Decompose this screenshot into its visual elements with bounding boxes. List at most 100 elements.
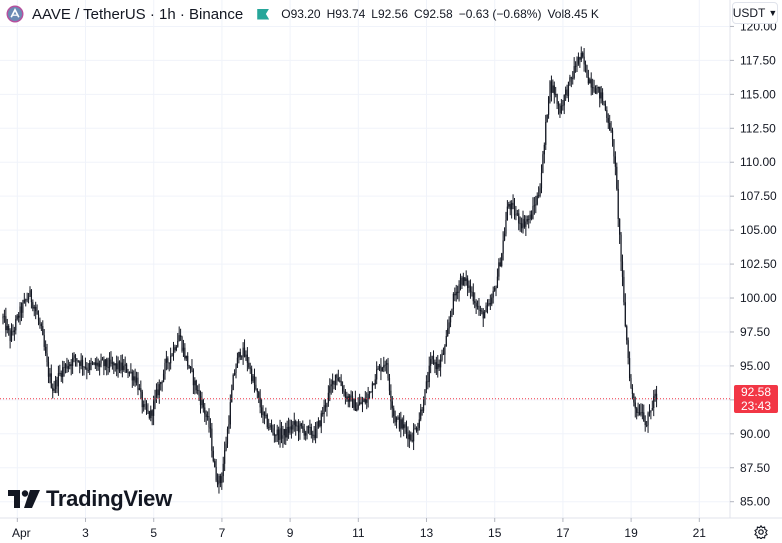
candle-body (2, 316, 4, 319)
candle-body (468, 285, 470, 288)
y-tick-label: 95.00 (740, 359, 770, 373)
candle-body (451, 308, 453, 316)
candle-body (494, 288, 496, 291)
candle-body (16, 315, 18, 320)
candle-body (106, 359, 108, 367)
currency-label: USDT (732, 6, 766, 20)
x-tick-label: 11 (352, 526, 365, 540)
candle-body (395, 418, 398, 423)
price-axis[interactable]: 85.0087.5090.0092.5095.0097.50100.00102.… (730, 19, 777, 509)
flag-icon[interactable] (257, 8, 270, 20)
candle-body (458, 284, 460, 293)
candle-body (211, 428, 213, 451)
candle-body (93, 362, 95, 364)
candle-body (10, 331, 13, 341)
candle-body (188, 365, 190, 369)
candle-body (96, 362, 98, 366)
candle-body (528, 219, 530, 220)
candle-body (378, 365, 381, 369)
candle-body (266, 414, 268, 428)
candle-body (72, 357, 74, 367)
candle-body (448, 322, 450, 329)
candle-body (651, 408, 653, 411)
candle-body (609, 122, 611, 131)
candle-body (248, 362, 250, 368)
candle-body (359, 402, 361, 405)
candle-body (621, 261, 624, 277)
x-tick-label: 5 (150, 526, 157, 540)
candle-body (583, 56, 585, 65)
candle-body (195, 380, 197, 391)
candle-body (167, 358, 169, 363)
candle-body (343, 391, 345, 393)
candle-body (184, 347, 186, 359)
candle-body (430, 359, 432, 366)
candle-body (518, 213, 520, 224)
candle-body (566, 89, 568, 96)
candle-body (73, 355, 75, 358)
chart-settings-button[interactable] (750, 522, 772, 542)
y-tick-label: 100.00 (740, 291, 777, 305)
candle-body (296, 425, 298, 427)
candle-body (592, 87, 594, 89)
candle-body (418, 419, 420, 428)
candle-body (339, 380, 341, 382)
candle-body (386, 363, 388, 365)
candle-body (147, 410, 149, 412)
candle-body (579, 57, 581, 60)
candle-body (584, 64, 587, 66)
candle-body (309, 426, 311, 428)
candle-body (121, 362, 123, 370)
candle-body (69, 364, 71, 367)
candle-body (354, 399, 356, 411)
candle-body (415, 428, 418, 432)
candle-body (384, 364, 386, 366)
candle-body (8, 325, 10, 331)
candle-body (474, 301, 476, 303)
candle-body (332, 380, 334, 385)
candle-body (165, 358, 167, 363)
candle-body (523, 218, 526, 227)
candle-body (194, 380, 196, 386)
candle-body (218, 475, 220, 485)
y-tick-label: 117.50 (740, 53, 776, 67)
candle-body (206, 416, 209, 418)
ohlc-key-low: L (371, 7, 378, 21)
candle-body (9, 330, 11, 341)
symbol-title[interactable]: AAVE / TetherUS · 1h · Binance (32, 5, 244, 23)
candle-body (60, 372, 62, 377)
candle-body (556, 94, 558, 104)
candle-body (22, 302, 24, 313)
candle-body (567, 81, 570, 96)
candle-body (486, 305, 489, 307)
currency-selector[interactable]: USDT ▼ (732, 2, 778, 24)
candle-body (577, 57, 580, 64)
candle-body (292, 424, 294, 430)
ohlc-value-high: 93.74 (335, 7, 366, 21)
watermark-text: TradingView (46, 486, 172, 511)
candle-body (268, 427, 270, 429)
candle-body (636, 408, 638, 413)
candle-body (285, 429, 287, 438)
candle-body (606, 109, 608, 118)
candle-body (124, 364, 126, 366)
candle-body (111, 362, 114, 364)
candle-body (616, 166, 618, 189)
candle-body (633, 393, 635, 403)
candle-body (243, 347, 246, 357)
candle-body (273, 433, 275, 436)
candle-body (623, 276, 625, 303)
candle-body (374, 379, 376, 385)
candle-body (499, 262, 501, 267)
candle-body (94, 362, 96, 366)
candle-body (627, 340, 629, 359)
candle-body (114, 363, 116, 366)
candle-body (408, 434, 410, 440)
candle-body (353, 399, 355, 408)
time-axis[interactable]: Apr 3 5 7 9 11 13 15 17 19 21 (12, 518, 706, 540)
candle-body (520, 223, 523, 229)
candle-body (619, 218, 621, 235)
candle-body (307, 426, 310, 428)
candle-body (86, 367, 88, 371)
